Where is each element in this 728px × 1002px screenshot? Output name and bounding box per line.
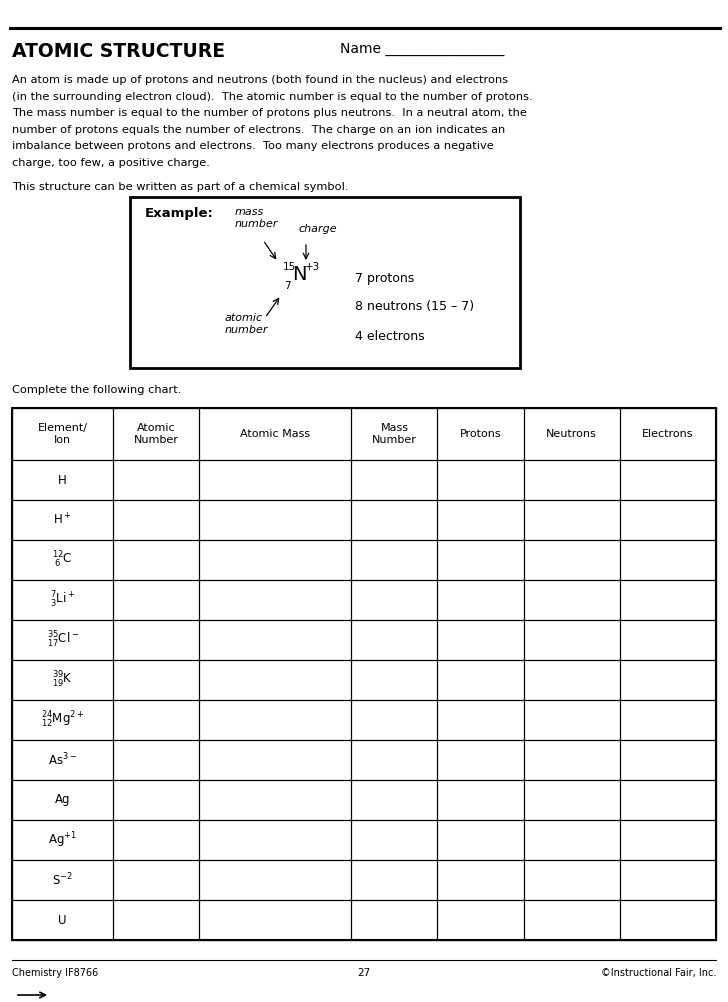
Text: Mass
Number: Mass Number [372,423,417,445]
Text: ©Instructional Fair, Inc.: ©Instructional Fair, Inc. [601,968,716,978]
Text: Element/
Ion: Element/ Ion [38,423,87,445]
Text: $^{24}_{12}$Mg$^{2+}$: $^{24}_{12}$Mg$^{2+}$ [41,710,84,730]
Text: +3: +3 [305,262,320,272]
Text: $^{39}_{19}$K: $^{39}_{19}$K [52,670,73,690]
Text: N: N [292,265,306,284]
Text: Ag$^{+1}$: Ag$^{+1}$ [48,831,77,850]
Text: charge: charge [298,224,336,234]
Text: H$^+$: H$^+$ [53,512,72,528]
Text: Complete the following chart.: Complete the following chart. [12,385,181,395]
Bar [12,408,716,940]
Text: $^{7}_{3}$Li$^+$: $^{7}_{3}$Li$^+$ [50,590,75,610]
Text: Ag: Ag [55,794,71,807]
Text: The mass number is equal to the number of protons plus neutrons.  In a neutral a: The mass number is equal to the number o… [12,108,527,118]
Text: charge, too few, a positive charge.: charge, too few, a positive charge. [12,157,210,167]
Text: This structure can be written as part of a chemical symbol.: This structure can be written as part of… [12,182,349,192]
Text: Protons: Protons [459,429,502,439]
Text: 15: 15 [283,262,296,272]
Text: Name _________________: Name _________________ [340,42,505,56]
Text: 8 neutrons (15 – 7): 8 neutrons (15 – 7) [355,300,474,313]
Text: As$^{3-}$: As$^{3-}$ [48,752,77,769]
Text: Atomic
Number: Atomic Number [134,423,179,445]
Text: Chemistry IF8766: Chemistry IF8766 [12,968,98,978]
Text: Neutrons: Neutrons [546,429,597,439]
Text: $^{35}_{17}$Cl$^-$: $^{35}_{17}$Cl$^-$ [47,630,79,650]
Text: 27: 27 [357,968,371,978]
Text: H: H [58,474,67,487]
Text: mass
number: mass number [235,207,279,229]
Text: number of protons equals the number of electrons.  The charge on an ion indicate: number of protons equals the number of e… [12,124,505,134]
Text: An atom is made up of protons and neutrons (both found in the nucleus) and elect: An atom is made up of protons and neutro… [12,75,508,85]
Text: $^{12}_{\ 6}$C: $^{12}_{\ 6}$C [52,550,73,570]
Text: (in the surrounding electron cloud).  The atomic number is equal to the number o: (in the surrounding electron cloud). The… [12,91,533,101]
Text: Electrons: Electrons [642,429,694,439]
Bar [130,197,520,368]
Text: Atomic Mass: Atomic Mass [240,429,310,439]
Text: 4 electrons: 4 electrons [355,330,424,343]
Text: 7: 7 [284,281,290,291]
Text: Example:: Example: [145,207,214,220]
Text: S$^{-2}$: S$^{-2}$ [52,872,73,889]
Text: atomic
number: atomic number [225,313,269,336]
Text: U: U [58,914,67,927]
Text: imbalance between protons and electrons.  Too many electrons produces a negative: imbalance between protons and electrons.… [12,141,494,151]
Text: 7 protons: 7 protons [355,272,414,285]
Text: ATOMIC STRUCTURE: ATOMIC STRUCTURE [12,42,225,61]
